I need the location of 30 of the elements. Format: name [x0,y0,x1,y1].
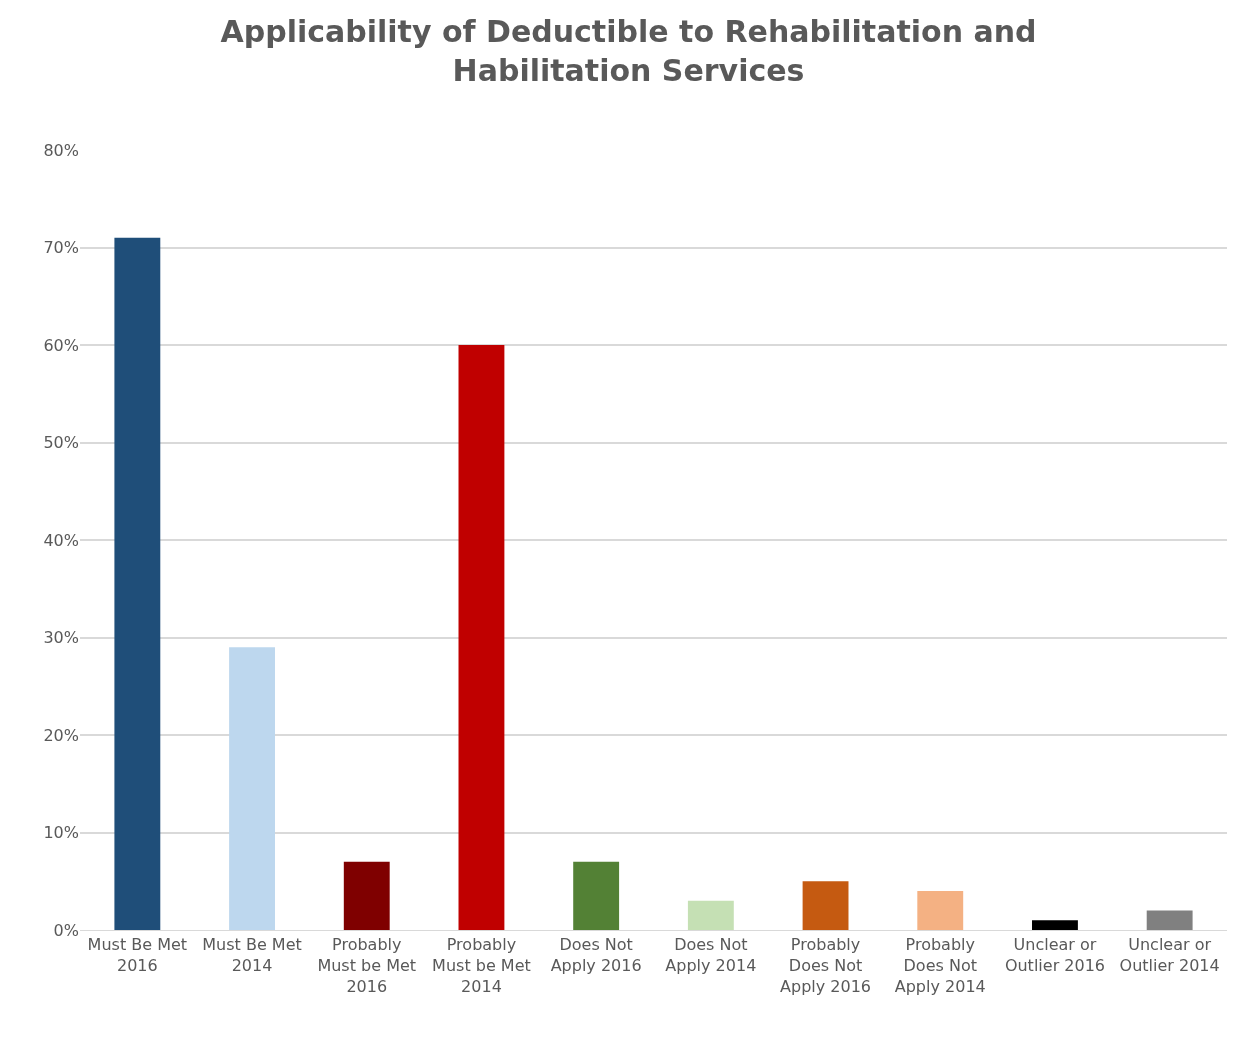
x-tick-label: Probably Does Not Apply 2016 [780,935,872,996]
bar [229,647,275,930]
x-tick-label: Probably Does Not Apply 2014 [894,935,986,996]
y-tick-label: 60% [43,335,79,355]
y-tick-label: 0% [53,920,79,940]
x-tick-label: Must Be Met 2014 [202,935,302,975]
y-tick-label: 20% [43,725,79,745]
bar [458,345,505,930]
bar [114,237,161,930]
x-tick-label: Does Not Apply 2014 [665,935,757,975]
chart-title: Applicability of Deductible to Rehabilitation and Habilitation Services [220,14,1037,88]
y-tick-label: 70% [43,238,79,258]
y-tick-label: 50% [43,433,79,453]
y-tick-label: 80% [43,140,79,160]
x-tick-label: Does Not Apply 2016 [550,935,642,975]
x-tick-label: Probably Must be Met 2014 [432,935,531,996]
y-tick-label: 40% [43,530,79,550]
bar [1146,910,1193,930]
bar [802,881,849,930]
bar [1032,920,1078,930]
x-tick-label: Unclear or Outlier 2016 [1004,935,1106,975]
x-tick-label: Must Be Met 2016 [87,935,188,975]
bar [917,891,964,930]
bar [687,900,734,930]
y-tick-label: 30% [43,628,79,648]
bar [343,861,390,930]
x-tick-label: Probably Must be Met 2016 [317,935,417,996]
bar [573,861,620,930]
y-tick-label: 10% [43,823,79,843]
x-tick-label: Unclear or Outlier 2014 [1119,935,1220,975]
